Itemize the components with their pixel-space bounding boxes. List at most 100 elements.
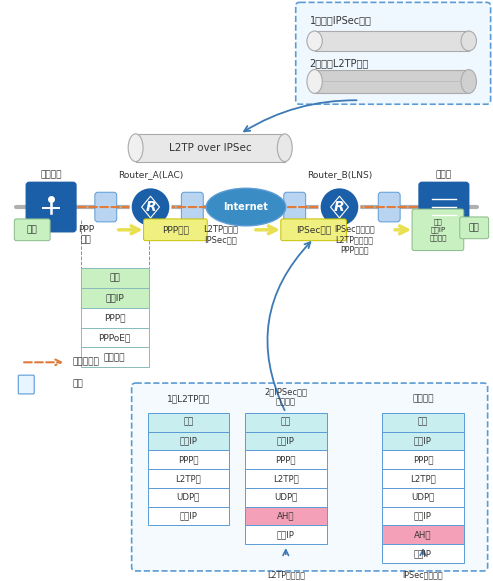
Bar (245, 525, 326, 544)
Text: Router_A(LAC): Router_A(LAC) (118, 170, 183, 179)
Bar (245, 450, 326, 469)
Bar (81, 288, 148, 308)
Text: L2TP封装、
IPSec封装: L2TP封装、 IPSec封装 (203, 225, 238, 244)
Text: R: R (334, 200, 345, 214)
Bar (147, 432, 229, 450)
Ellipse shape (278, 134, 292, 162)
Bar (81, 328, 148, 347)
FancyBboxPatch shape (284, 192, 306, 222)
Bar (147, 507, 229, 525)
Text: 2、协商L2TP隔道: 2、协商L2TP隔道 (310, 58, 369, 68)
Text: 接入用户: 接入用户 (40, 170, 62, 179)
FancyBboxPatch shape (460, 217, 489, 239)
Text: 数据: 数据 (109, 274, 120, 283)
Bar (147, 469, 229, 488)
Text: 数据流方向: 数据流方向 (73, 358, 100, 367)
Bar (136, 134, 285, 162)
Text: UDP头: UDP头 (274, 493, 297, 502)
FancyBboxPatch shape (378, 192, 400, 222)
Text: Router_B(LNS): Router_B(LNS) (307, 170, 372, 179)
Text: IPSec报文: IPSec报文 (296, 225, 331, 234)
Bar (382, 450, 464, 469)
Ellipse shape (128, 134, 143, 162)
Text: 公网IP: 公网IP (277, 530, 295, 539)
Bar (382, 432, 464, 450)
Text: PPP头: PPP头 (178, 455, 199, 464)
Bar (382, 544, 464, 563)
Text: 以太网头: 以太网头 (104, 353, 126, 362)
FancyBboxPatch shape (419, 182, 469, 232)
FancyBboxPatch shape (281, 219, 347, 241)
Circle shape (319, 187, 359, 227)
Text: IPSec封装添加: IPSec封装添加 (403, 571, 443, 579)
FancyBboxPatch shape (132, 383, 488, 571)
Text: 数据: 数据 (183, 418, 193, 426)
Text: 私有IP: 私有IP (277, 436, 295, 446)
Bar (315, 70, 469, 94)
Bar (81, 347, 148, 367)
Text: 1、L2TP封装: 1、L2TP封装 (167, 394, 210, 403)
Text: PPP头: PPP头 (413, 455, 433, 464)
Bar (245, 413, 326, 432)
Circle shape (131, 187, 171, 227)
Bar (245, 432, 326, 450)
Ellipse shape (307, 70, 322, 94)
Text: 服务器: 服务器 (436, 170, 452, 179)
Ellipse shape (461, 31, 476, 51)
Bar (245, 488, 326, 507)
Text: 公网IP: 公网IP (179, 511, 197, 521)
Text: Internet: Internet (223, 202, 269, 212)
Text: 隔道模式: 隔道模式 (412, 394, 434, 403)
Text: UDP头: UDP头 (176, 493, 200, 502)
Bar (147, 488, 229, 507)
Ellipse shape (307, 31, 322, 51)
FancyBboxPatch shape (14, 219, 50, 241)
Bar (382, 488, 464, 507)
Text: 1、协商IPSec隔道: 1、协商IPSec隔道 (310, 15, 372, 25)
Bar (382, 525, 464, 544)
Text: 公网IP: 公网IP (414, 549, 432, 558)
FancyBboxPatch shape (26, 182, 76, 232)
Text: L2TP头: L2TP头 (176, 474, 201, 483)
Bar (81, 308, 148, 328)
Bar (245, 507, 326, 525)
Text: 私有IP: 私有IP (414, 436, 432, 446)
Bar (382, 507, 464, 525)
Bar (81, 268, 148, 288)
Text: L2TP头: L2TP头 (410, 474, 436, 483)
Text: UDP头: UDP头 (411, 493, 435, 502)
Bar (382, 413, 464, 432)
Text: 数据
私有IP
以太网头: 数据 私有IP 以太网头 (429, 219, 447, 241)
Ellipse shape (461, 70, 476, 94)
FancyBboxPatch shape (181, 192, 203, 222)
Text: AH头: AH头 (277, 511, 294, 521)
Text: 数据: 数据 (281, 418, 291, 426)
Text: 数据: 数据 (418, 418, 428, 426)
Bar (382, 469, 464, 488)
FancyBboxPatch shape (143, 219, 207, 241)
FancyBboxPatch shape (18, 375, 34, 394)
Text: 私有IP: 私有IP (106, 293, 124, 303)
Bar (147, 413, 229, 432)
Bar (245, 469, 326, 488)
Text: AH头: AH头 (414, 530, 432, 539)
Text: L2TP封装添加: L2TP封装添加 (267, 571, 305, 579)
Text: 公网IP: 公网IP (414, 511, 432, 521)
Text: 2、IPSec封装
传输模式: 2、IPSec封装 传输模式 (264, 387, 307, 407)
FancyBboxPatch shape (412, 209, 464, 250)
Text: R: R (145, 200, 156, 214)
Bar (315, 31, 469, 51)
Text: 数据: 数据 (468, 223, 479, 232)
Text: PPP报文: PPP报文 (162, 225, 189, 234)
Text: L2TP头: L2TP头 (273, 474, 299, 483)
Text: 私有IP: 私有IP (179, 436, 197, 446)
Text: PPP头: PPP头 (104, 313, 126, 322)
FancyBboxPatch shape (95, 192, 117, 222)
Text: 报文: 报文 (73, 379, 84, 389)
Text: PPP
封装: PPP 封装 (78, 225, 94, 244)
Bar (147, 450, 229, 469)
Text: L2TP over IPSec: L2TP over IPSec (169, 143, 251, 153)
Text: PPPoE头: PPPoE头 (99, 333, 131, 342)
Text: 数据: 数据 (27, 225, 37, 234)
Text: PPP头: PPP头 (276, 455, 296, 464)
